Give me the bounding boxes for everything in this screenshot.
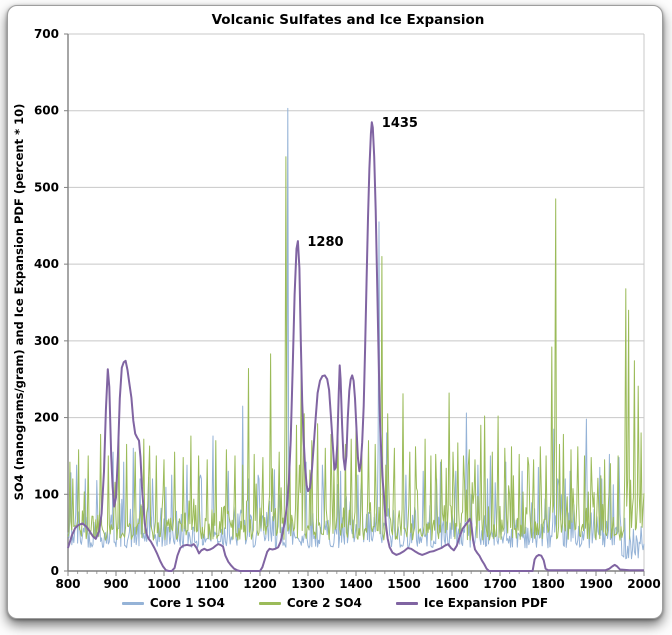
series-line-core-1-so4 <box>67 107 645 560</box>
x-tick-label-1500: 1500 <box>387 577 420 590</box>
y-tick-label-400: 400 <box>34 257 59 271</box>
legend-label-core2: Core 2 SO4 <box>286 596 362 610</box>
series-line-ice-expansion-pdf <box>67 121 644 572</box>
y-axis-title: SO4 (nanograms/gram) and Ice Expansion P… <box>12 104 26 501</box>
legend-item-core2: Core 2 SO4 <box>258 596 362 610</box>
x-tick-label-900: 900 <box>103 577 128 590</box>
ice-expansion-line-swatch-icon <box>395 601 418 605</box>
x-tick-label-1700: 1700 <box>483 577 516 590</box>
annotation-label-1280: 1280 <box>307 235 343 250</box>
x-tick-label-2000: 2000 <box>627 577 660 590</box>
x-tick-label-1000: 1000 <box>147 577 180 590</box>
legend: Core 1 SO4 Core 2 SO4 Ice Expansion PDF <box>8 596 662 610</box>
y-tick-label-300: 300 <box>34 334 59 348</box>
y-tick-label-0: 0 <box>51 564 59 578</box>
y-tick-label-700: 700 <box>34 27 59 41</box>
y-tick-label-500: 500 <box>34 180 59 194</box>
data-series <box>67 107 645 572</box>
x-tick-label-1200: 1200 <box>243 577 276 590</box>
chart-plot: Volcanic Sulfates and Ice Expansion SO4 … <box>12 12 661 590</box>
legend-label-ice-expansion: Ice Expansion PDF <box>423 596 549 610</box>
core2-line-swatch-icon <box>258 601 281 605</box>
y-tick-label-600: 600 <box>34 104 59 118</box>
gridlines <box>68 33 645 571</box>
core1-line-swatch-icon <box>121 601 144 605</box>
legend-label-core1: Core 1 SO4 <box>149 596 225 610</box>
x-tick-label-1800: 1800 <box>531 577 564 590</box>
chart-title: Volcanic Sulfates and Ice Expansion <box>212 12 485 28</box>
legend-item-core1: Core 1 SO4 <box>121 596 225 610</box>
x-tick-label-1600: 1600 <box>435 577 468 590</box>
annotations: 1280 1435 <box>307 116 418 250</box>
y-tick-label-100: 100 <box>34 487 59 501</box>
chart-card: Volcanic Sulfates and Ice Expansion SO4 … <box>7 5 663 619</box>
x-tick-label-800: 800 <box>55 577 80 590</box>
x-tick-label-1300: 1300 <box>291 577 324 590</box>
y-tick-label-200: 200 <box>34 411 59 425</box>
x-tick-label-1400: 1400 <box>339 577 372 590</box>
annotation-label-1435: 1435 <box>382 116 418 131</box>
x-tick-label-1900: 1900 <box>579 577 612 590</box>
x-tick-label-1100: 1100 <box>195 577 228 590</box>
legend-item-ice-expansion: Ice Expansion PDF <box>395 596 549 610</box>
tick-labels: 0 100 200 300 400 500 600 700 800 900 1000 1100 1200… <box>34 27 661 590</box>
